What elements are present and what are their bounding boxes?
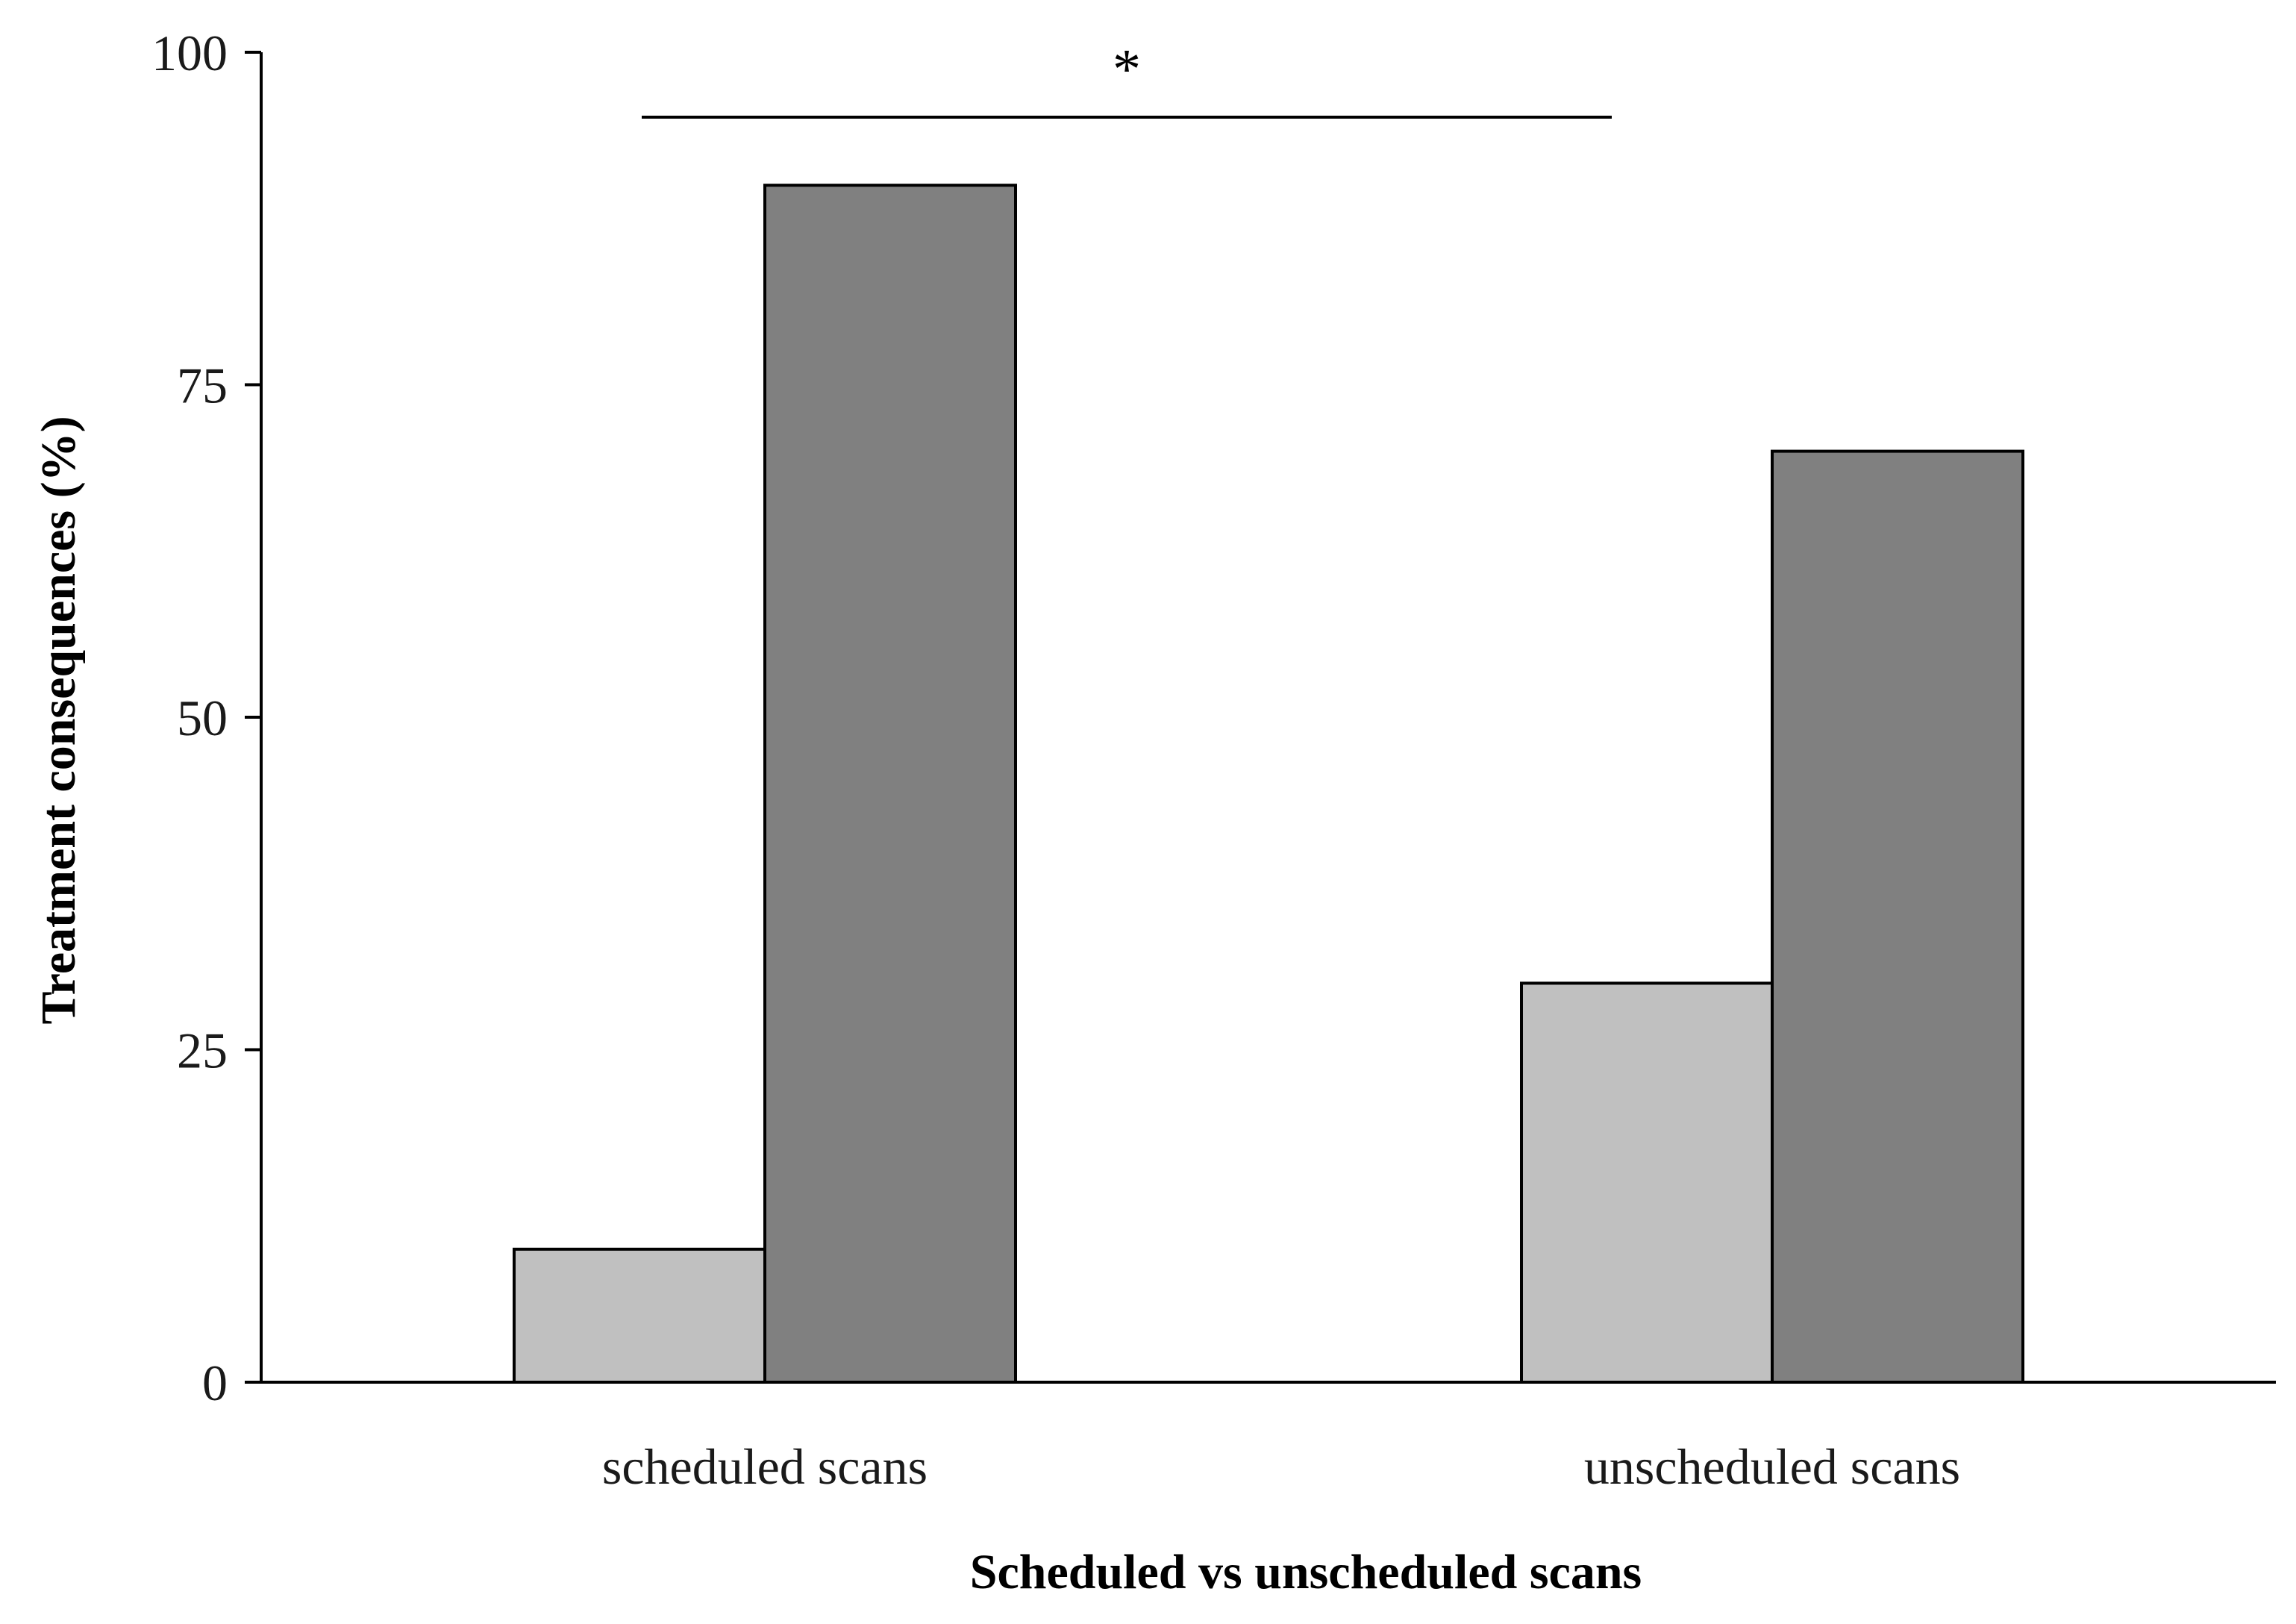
x-ticks: scheduled scans unscheduled scans [602, 1438, 1960, 1495]
y-tick-label: 75 [177, 357, 228, 414]
bar [763, 184, 1017, 1384]
bars [513, 184, 2024, 1384]
bar [1771, 449, 2024, 1384]
bar [1520, 981, 1774, 1384]
significance-annotation: * [642, 38, 1612, 119]
bar [513, 1247, 766, 1384]
y-tick-label: 0 [202, 1355, 228, 1411]
significance-asterisk: * [1113, 38, 1141, 101]
y-tick-label: 25 [177, 1022, 228, 1079]
y-axis-label: Treatment consequences (%) [31, 416, 86, 1024]
y-tick-label: 50 [177, 690, 228, 746]
y-tick-label: 100 [151, 25, 228, 81]
y-ticks: 0 25 50 75 100 [151, 25, 261, 1411]
x-tick-label: scheduled scans [602, 1438, 928, 1495]
x-axis-label: Scheduled vs unscheduled scans [970, 1545, 1642, 1599]
x-tick-label: unscheduled scans [1584, 1438, 1960, 1495]
